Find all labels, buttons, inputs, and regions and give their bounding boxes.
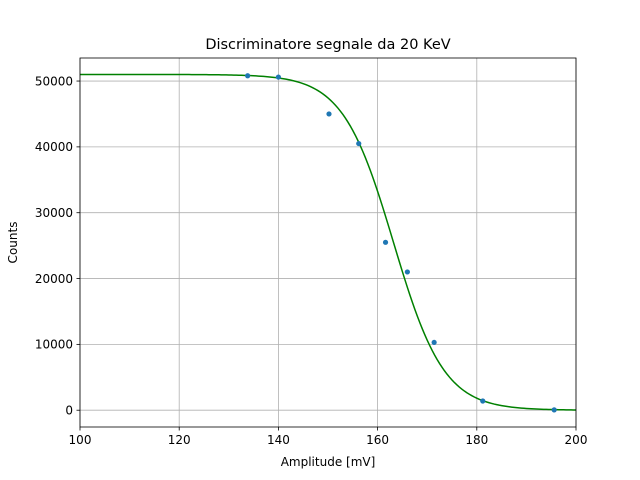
x-tick-label: 140 [267, 433, 290, 447]
y-tick-label: 10000 [35, 338, 73, 352]
y-tick-label: 50000 [35, 74, 73, 88]
axis-ticks: 100 120 140 160 180 200 0 10000 20000 30000 40000 5… [35, 74, 588, 447]
data-point [431, 339, 437, 346]
data-point [245, 73, 251, 79]
data-point [382, 239, 389, 245]
y-tick-label: 0 [65, 404, 73, 418]
fit-curve-layer [80, 73, 577, 411]
data-point [275, 74, 281, 80]
x-tick-label: 200 [565, 433, 588, 447]
data-point [356, 140, 362, 147]
x-axis-title: Amplitude [mV] [281, 455, 376, 469]
y-tick-label: 40000 [35, 140, 73, 154]
y-tick-label: 30000 [35, 206, 73, 220]
x-tick-label: 120 [168, 433, 191, 447]
data-point [480, 398, 486, 404]
data-point [551, 407, 557, 413]
fit-curve [80, 73, 577, 411]
x-tick-label: 100 [69, 433, 92, 447]
x-tick-label: 180 [465, 433, 488, 447]
data-points [245, 73, 557, 413]
y-tick-label: 20000 [35, 272, 73, 286]
data-point [404, 269, 410, 275]
chart-title: Discriminatore segnale da 20 KeV [205, 37, 450, 53]
x-tick-label: 160 [366, 433, 389, 447]
plot-frame [79, 57, 577, 428]
y-axis-title: Counts [6, 222, 20, 264]
data-point [326, 111, 332, 117]
